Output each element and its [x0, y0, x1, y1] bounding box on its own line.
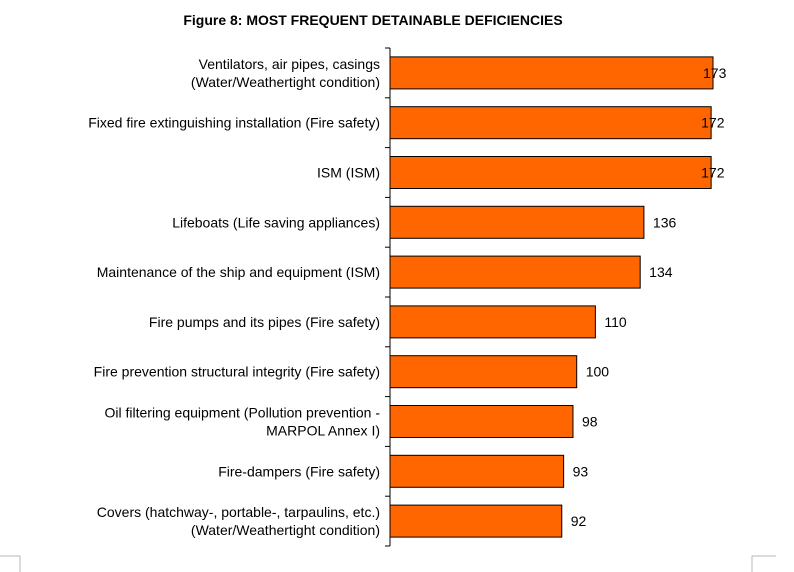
- bar: [389, 504, 563, 538]
- category-label: (Water/Weathertight condition): [191, 522, 380, 538]
- bar: [389, 156, 712, 189]
- data-label: 93: [573, 463, 589, 479]
- data-label: 134: [649, 264, 673, 280]
- data-label: 110: [604, 314, 627, 330]
- bar: [389, 255, 641, 289]
- data-label: 136: [653, 214, 677, 230]
- category-label: Ventilators, air pipes, casings: [199, 56, 380, 72]
- bar: [389, 56, 714, 90]
- data-label: 172: [701, 165, 725, 181]
- bar: [389, 305, 596, 339]
- category-label: ISM (ISM): [317, 165, 380, 181]
- data-label: 172: [701, 115, 725, 131]
- page-corner-marks: [0, 555, 776, 572]
- category-label: Maintenance of the ship and equipment (I…: [97, 264, 380, 280]
- category-label: Covers (hatchway-, portable-, tarpaulins…: [97, 504, 380, 520]
- category-label: MARPOL Annex I): [266, 423, 380, 439]
- bar: [389, 405, 574, 438]
- category-label: Lifeboats (Life saving appliances): [172, 214, 380, 230]
- category-label: Fixed fire extinguishing installation (F…: [88, 115, 380, 131]
- bar: [389, 355, 578, 389]
- bar: [389, 454, 565, 488]
- chart-title: Figure 8: MOST FREQUENT DETAINABLE DEFIC…: [183, 12, 563, 28]
- category-label: (Water/Weathertight condition): [191, 74, 380, 90]
- data-label: 173: [703, 65, 727, 81]
- data-label: 100: [586, 364, 610, 380]
- data-label: 98: [582, 414, 598, 430]
- data-label: 92: [571, 513, 587, 529]
- category-label: Fire-dampers (Fire safety): [218, 463, 380, 479]
- category-label: Fire prevention structural integrity (Fi…: [94, 364, 380, 380]
- category-label: Oil filtering equipment (Pollution preve…: [105, 405, 381, 421]
- bar: [389, 205, 645, 239]
- bar: [389, 106, 712, 140]
- category-label: Fire pumps and its pipes (Fire safety): [149, 314, 380, 330]
